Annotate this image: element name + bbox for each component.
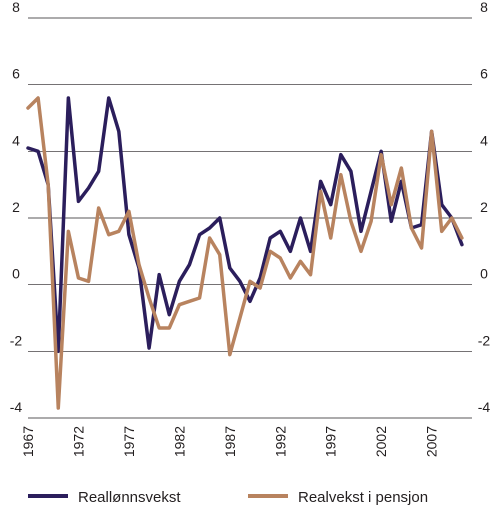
right-tick-label: 8 (480, 0, 488, 15)
x-tick-label: 1967 (20, 426, 36, 457)
series-line-1 (26, 96, 464, 410)
gridlines (28, 17, 472, 419)
legend-label-realvekst-i-pensjon: Realvekst i pensjon (298, 489, 428, 506)
x-tick-label: 2002 (373, 426, 389, 457)
left-tick-label: -4 (10, 399, 23, 415)
x-tick-label: 1982 (171, 426, 187, 457)
left-tick-label: 2 (12, 199, 20, 215)
right-tick-label: 2 (480, 199, 488, 215)
x-tick-label: 1977 (121, 426, 137, 457)
left-tick-label: -2 (10, 332, 23, 348)
x-axis-ticks: 1967 1972 1977 1982 1987 1992 1997 2002 2007 (20, 426, 440, 457)
left-tick-label: 0 (12, 266, 20, 282)
series-lines (26, 96, 464, 410)
x-tick-label: 1972 (70, 426, 86, 457)
x-tick-label: 1992 (272, 426, 288, 457)
right-tick-label: 0 (480, 266, 488, 282)
right-tick-label: -4 (478, 399, 491, 415)
left-tick-label: 8 (12, 0, 20, 15)
x-tick-label: 1997 (323, 426, 339, 457)
left-tick-label: 6 (12, 66, 20, 82)
right-tick-label: -2 (478, 332, 491, 348)
right-tick-label: 6 (480, 66, 488, 82)
legend: Reallønnsvekst Realvekst i pensjon (28, 489, 428, 506)
legend-label-reallonnsvekst: Reallønnsvekst (78, 489, 181, 506)
left-y-axis-ticks: 8 6 4 2 0 -2 -4 (10, 0, 23, 415)
series-line-0 (26, 96, 464, 354)
x-tick-label: 2007 (424, 426, 440, 457)
right-y-axis-ticks: 8 6 4 2 0 -2 -4 (478, 0, 491, 415)
right-tick-label: 4 (480, 132, 488, 148)
left-tick-label: 4 (12, 132, 20, 148)
x-tick-label: 1987 (222, 426, 238, 457)
